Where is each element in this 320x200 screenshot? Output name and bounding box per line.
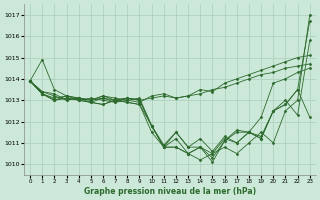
X-axis label: Graphe pression niveau de la mer (hPa): Graphe pression niveau de la mer (hPa)	[84, 187, 256, 196]
